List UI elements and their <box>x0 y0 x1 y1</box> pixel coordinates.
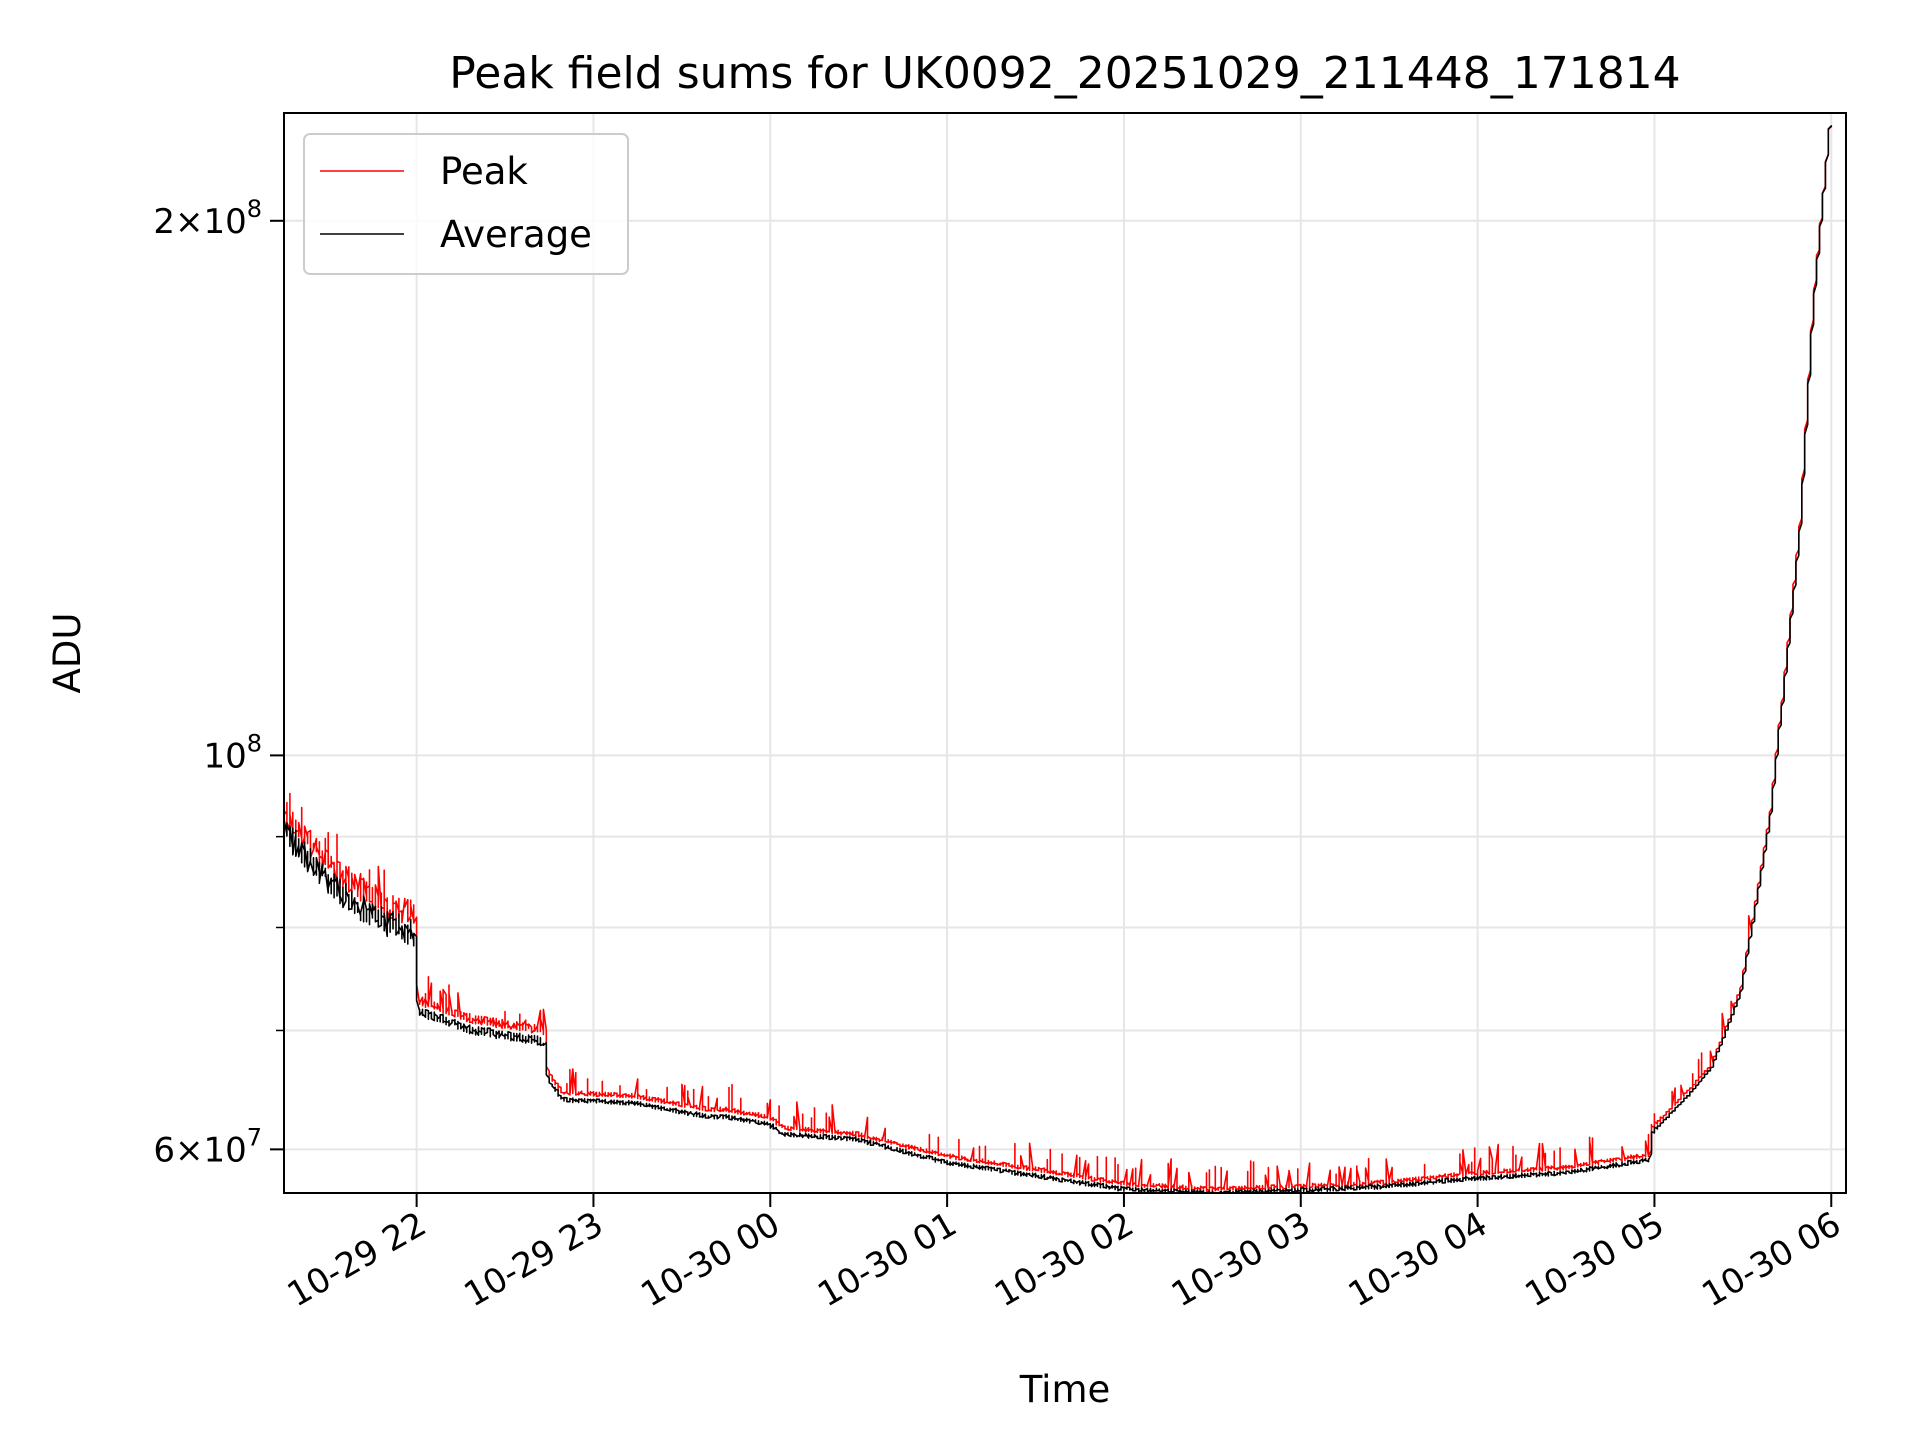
series-line-peak <box>284 125 1833 1192</box>
series-line-average <box>284 125 1833 1193</box>
y-tick-label: 6×107 <box>153 1123 262 1170</box>
legend-label-peak: Peak <box>440 150 528 193</box>
legend: Peak Average <box>303 133 629 275</box>
x-axis-title: Time <box>1019 1368 1111 1411</box>
plot-frame <box>283 112 1847 1194</box>
y-tick-label: 2×108 <box>153 195 262 242</box>
chart-title: Peak field sums for UK0092_20251029_2114… <box>449 48 1680 99</box>
grid <box>284 113 1846 1193</box>
y-axis: 6×107 108 2×108 <box>153 195 284 1170</box>
series-layer <box>284 125 1833 1193</box>
legend-box <box>303 133 629 275</box>
legend-label-average: Average <box>440 213 592 256</box>
y-axis-title: ADU <box>46 613 89 694</box>
y-tick-label: 108 <box>203 729 262 776</box>
